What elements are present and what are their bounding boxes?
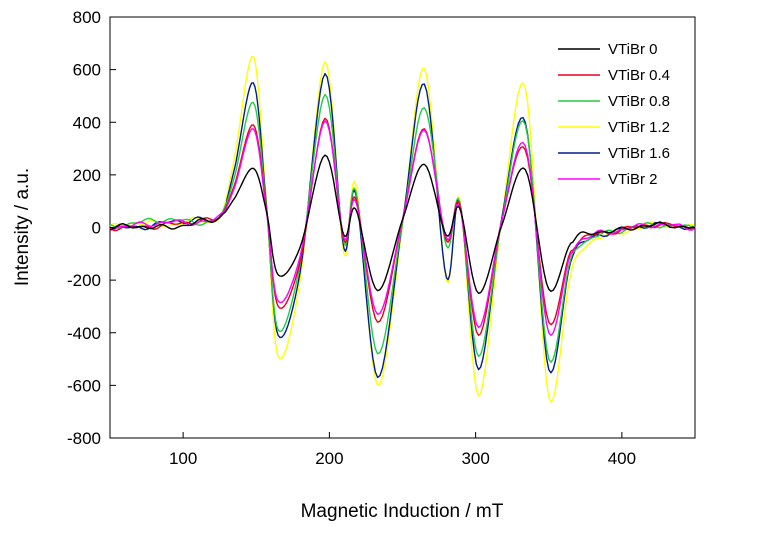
x-tick-label: 100 bbox=[169, 449, 197, 468]
series-line bbox=[109, 120, 696, 336]
y-tick-label: 0 bbox=[92, 219, 101, 238]
y-tick-label: 200 bbox=[73, 166, 101, 185]
legend-label: VTiBr 2 bbox=[608, 171, 657, 188]
legend-label: VTiBr 0 bbox=[608, 41, 657, 58]
x-tick-label: 400 bbox=[608, 449, 636, 468]
y-tick-label: 600 bbox=[73, 61, 101, 80]
x-tick-label: 200 bbox=[315, 449, 343, 468]
y-tick-label: -600 bbox=[67, 376, 101, 395]
y-tick-label: -200 bbox=[67, 271, 101, 290]
x-axis-title: Magnetic Induction / mT bbox=[301, 501, 504, 522]
legend-label: VTiBr 0.8 bbox=[608, 93, 670, 110]
legend-label: VTiBr 0.4 bbox=[608, 67, 670, 84]
y-tick-label: 400 bbox=[73, 113, 101, 132]
series-line bbox=[109, 55, 696, 403]
y-tick-label: -400 bbox=[67, 324, 101, 343]
y-tick-label: -800 bbox=[67, 429, 101, 448]
legend-label: VTiBr 1.6 bbox=[608, 145, 670, 162]
y-tick-label: 800 bbox=[73, 8, 101, 27]
legend: VTiBr 0 VTiBr 0.4 VTiBr 0.8 VTiBr 1.2 VTiBr … bbox=[558, 41, 670, 188]
legend-label: VTiBr 1.2 bbox=[608, 119, 670, 136]
y-axis-title: Intensity / a.u. bbox=[12, 168, 33, 286]
y-axis: -800 -600 -400 -200 0 200 400 600 800 bbox=[67, 8, 116, 448]
series-line bbox=[109, 117, 696, 337]
series-line bbox=[109, 93, 696, 363]
x-tick-label: 300 bbox=[461, 449, 489, 468]
plot-lines bbox=[109, 55, 696, 403]
x-axis: 100 200 300 400 bbox=[169, 432, 636, 468]
series-line bbox=[109, 154, 696, 294]
